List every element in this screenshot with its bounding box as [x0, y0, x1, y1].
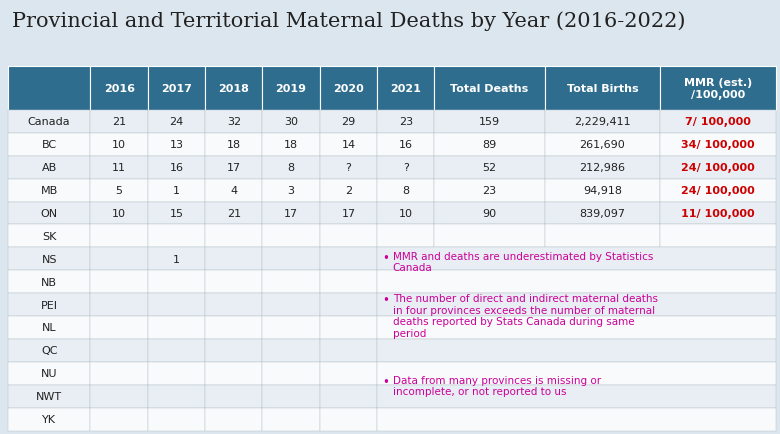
Text: 18: 18	[284, 140, 298, 150]
Text: NS: NS	[41, 254, 57, 264]
Text: 2019: 2019	[275, 84, 307, 94]
Text: ?: ?	[402, 163, 409, 173]
Text: 2018: 2018	[218, 84, 249, 94]
Text: 212,986: 212,986	[580, 163, 626, 173]
Text: 1: 1	[173, 186, 180, 196]
Text: ON: ON	[41, 208, 58, 218]
Text: 18: 18	[227, 140, 241, 150]
Text: 89: 89	[482, 140, 497, 150]
Text: 21: 21	[112, 117, 126, 127]
Text: Total Deaths: Total Deaths	[450, 84, 529, 94]
Text: Data from many provinces is missing or
incomplete, or not reported to us: Data from many provinces is missing or i…	[392, 375, 601, 396]
Text: PEI: PEI	[41, 300, 58, 310]
Text: 10: 10	[112, 208, 126, 218]
Text: NB: NB	[41, 277, 57, 287]
Text: 2016: 2016	[104, 84, 135, 94]
Text: The number of direct and indirect maternal deaths
in four provinces exceeds the : The number of direct and indirect matern…	[392, 293, 658, 338]
Text: 94,918: 94,918	[583, 186, 622, 196]
Text: 2017: 2017	[161, 84, 192, 94]
Text: 10: 10	[399, 208, 413, 218]
Text: 3: 3	[288, 186, 295, 196]
Text: 5: 5	[115, 186, 122, 196]
Text: 21: 21	[227, 208, 241, 218]
Text: 15: 15	[169, 208, 183, 218]
Text: QC: QC	[41, 345, 58, 355]
Text: AB: AB	[41, 163, 57, 173]
Text: 17: 17	[342, 208, 356, 218]
Text: SK: SK	[42, 231, 56, 241]
Text: 23: 23	[483, 186, 497, 196]
Text: 10: 10	[112, 140, 126, 150]
Text: 159: 159	[479, 117, 500, 127]
Text: 8: 8	[288, 163, 295, 173]
Text: 2021: 2021	[390, 84, 421, 94]
Text: 4: 4	[230, 186, 237, 196]
Text: 29: 29	[342, 117, 356, 127]
Text: 7/ 100,000: 7/ 100,000	[686, 117, 751, 127]
Text: 24: 24	[169, 117, 183, 127]
Text: Total Births: Total Births	[567, 84, 638, 94]
Text: YK: YK	[42, 414, 56, 424]
Text: MB: MB	[41, 186, 58, 196]
Text: 261,690: 261,690	[580, 140, 626, 150]
Text: 8: 8	[402, 186, 410, 196]
Text: 2: 2	[345, 186, 352, 196]
Text: MMR and deaths are underestimated by Statistics
Canada: MMR and deaths are underestimated by Sta…	[392, 251, 653, 273]
Text: 13: 13	[169, 140, 183, 150]
Text: 11: 11	[112, 163, 126, 173]
Text: 16: 16	[169, 163, 183, 173]
Text: 34/ 100,000: 34/ 100,000	[682, 140, 755, 150]
Text: 2020: 2020	[333, 84, 363, 94]
Text: 2,229,411: 2,229,411	[574, 117, 631, 127]
Text: Canada: Canada	[28, 117, 70, 127]
Text: Provincial and Territorial Maternal Deaths by Year (2016-2022): Provincial and Territorial Maternal Deat…	[12, 11, 685, 30]
Text: 11/ 100,000: 11/ 100,000	[682, 208, 755, 218]
Text: 32: 32	[227, 117, 241, 127]
Text: 52: 52	[483, 163, 497, 173]
Text: •: •	[382, 251, 389, 264]
Text: •: •	[382, 375, 389, 388]
Text: 24/ 100,000: 24/ 100,000	[682, 163, 755, 173]
Text: 30: 30	[284, 117, 298, 127]
Text: 90: 90	[483, 208, 497, 218]
Text: •: •	[382, 293, 389, 306]
Text: NU: NU	[41, 368, 58, 378]
Text: 14: 14	[342, 140, 356, 150]
Text: ?: ?	[346, 163, 351, 173]
Text: MMR (est.)
/100,000: MMR (est.) /100,000	[684, 78, 753, 100]
Text: BC: BC	[41, 140, 57, 150]
Text: 1: 1	[173, 254, 180, 264]
Text: 16: 16	[399, 140, 413, 150]
Text: 17: 17	[284, 208, 298, 218]
Text: 24/ 100,000: 24/ 100,000	[682, 186, 755, 196]
Text: 17: 17	[227, 163, 241, 173]
Text: 23: 23	[399, 117, 413, 127]
Text: 839,097: 839,097	[580, 208, 626, 218]
Text: NL: NL	[42, 323, 56, 333]
Text: NWT: NWT	[36, 391, 62, 401]
